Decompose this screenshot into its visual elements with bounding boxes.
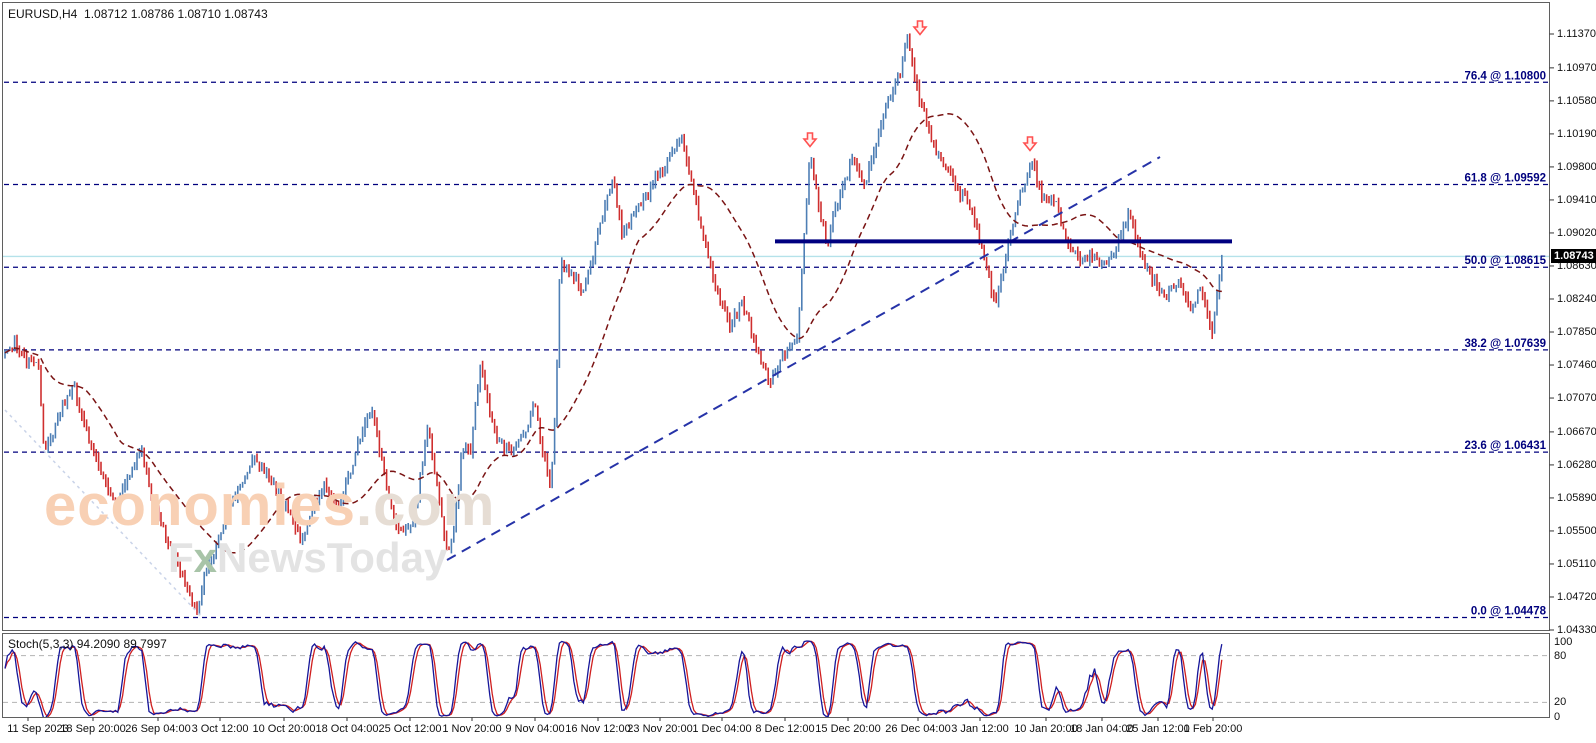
stoch-k-value: 94.2090 [76,637,121,651]
quote-open: 1.08712 [84,7,128,21]
price-axis-label: 1.10190 [1557,127,1596,140]
price-axis-label: 1.04720 [1557,590,1596,603]
quote-high: 1.08786 [130,7,175,21]
price-axis-label: 1.08240 [1557,292,1596,305]
sell-arrow-icon[interactable] [1022,136,1038,152]
time-axis-label: 15 Dec 20:00 [815,723,881,735]
moving-average-line[interactable] [4,112,1222,554]
time-axis-label: 25 Jan 12:00 [1126,723,1190,735]
time-axis-label: 10 Oct 20:00 [252,723,316,735]
stoch-axis-label: 20 [1554,696,1567,709]
time-axis-label: 3 Oct 12:00 [191,723,249,735]
quote-close: 1.08743 [224,7,268,21]
time-axis-label: 8 Dec 12:00 [755,723,815,735]
price-axis-label: 1.07460 [1557,359,1596,372]
stoch-main-line [4,640,1223,717]
price-axis-label: 1.06670 [1557,425,1596,438]
stoch-axis-label: 0 [1554,711,1561,723]
watermark-fxnewstoday: FxNewsToday [168,534,448,581]
current-price-badge: 1.08743 [1551,249,1596,263]
time-axis-label: 16 Nov 12:00 [565,723,631,735]
fib-level-label: 23.6 @ 1.06431 [1464,440,1546,452]
stoch-axis-label: 100 [1554,636,1573,648]
fib-level-label: 0.0 @ 1.04478 [1471,605,1547,617]
price-axis-label: 1.05890 [1557,491,1596,504]
fib-level-label: 50.0 @ 1.08615 [1464,255,1546,267]
price-axis-label: 1.09020 [1557,226,1596,239]
time-axis-label: 23 Nov 20:00 [627,723,693,735]
time-axis-label: 9 Nov 04:00 [505,723,565,735]
price-axis-label: 1.04330 [1557,623,1596,636]
symbol-period: EURUSD,H4 [8,7,78,21]
price-axis-label: 1.09800 [1557,160,1596,173]
time-axis-label: 1 Dec 04:00 [692,723,752,735]
price-axis-label: 1.10580 [1557,94,1596,107]
price-axis-label: 1.07850 [1557,325,1596,338]
sell-arrow-icon[interactable] [802,132,818,148]
trendline-rising-support[interactable] [446,156,1161,561]
price-axis-label: 1.06280 [1557,458,1596,471]
time-axis-label: 1 Feb 20:00 [1183,723,1243,735]
trendline-faint-falling[interactable] [4,409,201,616]
time-axis-label: 18 Oct 04:00 [315,723,379,735]
fib-level-label: 76.4 @ 1.10800 [1464,70,1546,82]
price-axis-label: 1.09410 [1557,193,1596,206]
price-axis-label: 1.05500 [1557,524,1596,537]
stoch-signal-line [4,640,1223,717]
watermark-economies: economies.com [44,473,496,538]
fib-level-label: 61.8 @ 1.09592 [1464,173,1546,185]
fib-level-label: 38.2 @ 1.07639 [1464,338,1546,350]
stoch-panel-border [2,633,1550,718]
stoch-d-value: 89.7997 [123,637,167,651]
stoch-name: Stoch(5,3,3) [8,637,74,651]
chart-title: EURUSD,H4 1.08712 1.08786 1.08710 1.0874… [8,7,268,21]
price-axis-label: 1.07070 [1557,392,1596,405]
time-axis-label: 3 Jan 12:00 [951,723,1009,735]
time-axis-label: 10 Jan 20:00 [1014,723,1078,735]
time-axis-label: 18 Jan 04:00 [1070,723,1134,735]
time-axis-label: 18 Sep 20:00 [60,723,126,735]
price-axis-label: 1.05110 [1557,557,1596,570]
sell-arrow-icon[interactable] [912,20,928,36]
candles-layer [4,33,1223,616]
main-panel-border [2,2,1550,631]
time-axis-label: 11 Sep 2023 [7,723,69,735]
time-axis-label: 25 Oct 12:00 [378,723,442,735]
time-axis-label: 26 Dec 04:00 [885,723,951,735]
quote-low: 1.08710 [177,7,221,21]
price-axis-label: 1.10970 [1557,61,1596,74]
stoch-plot-layer [3,640,1549,717]
time-axis-label: 1 Nov 20:00 [442,723,502,735]
main-plot-layer [3,20,1549,619]
stochastic-label: Stoch(5,3,3) 94.2090 89.7997 [8,637,167,651]
stoch-axis-label: 80 [1554,649,1567,662]
time-axis-label: 26 Sep 04:00 [125,723,191,735]
price-axis-label: 1.11370 [1557,28,1596,40]
